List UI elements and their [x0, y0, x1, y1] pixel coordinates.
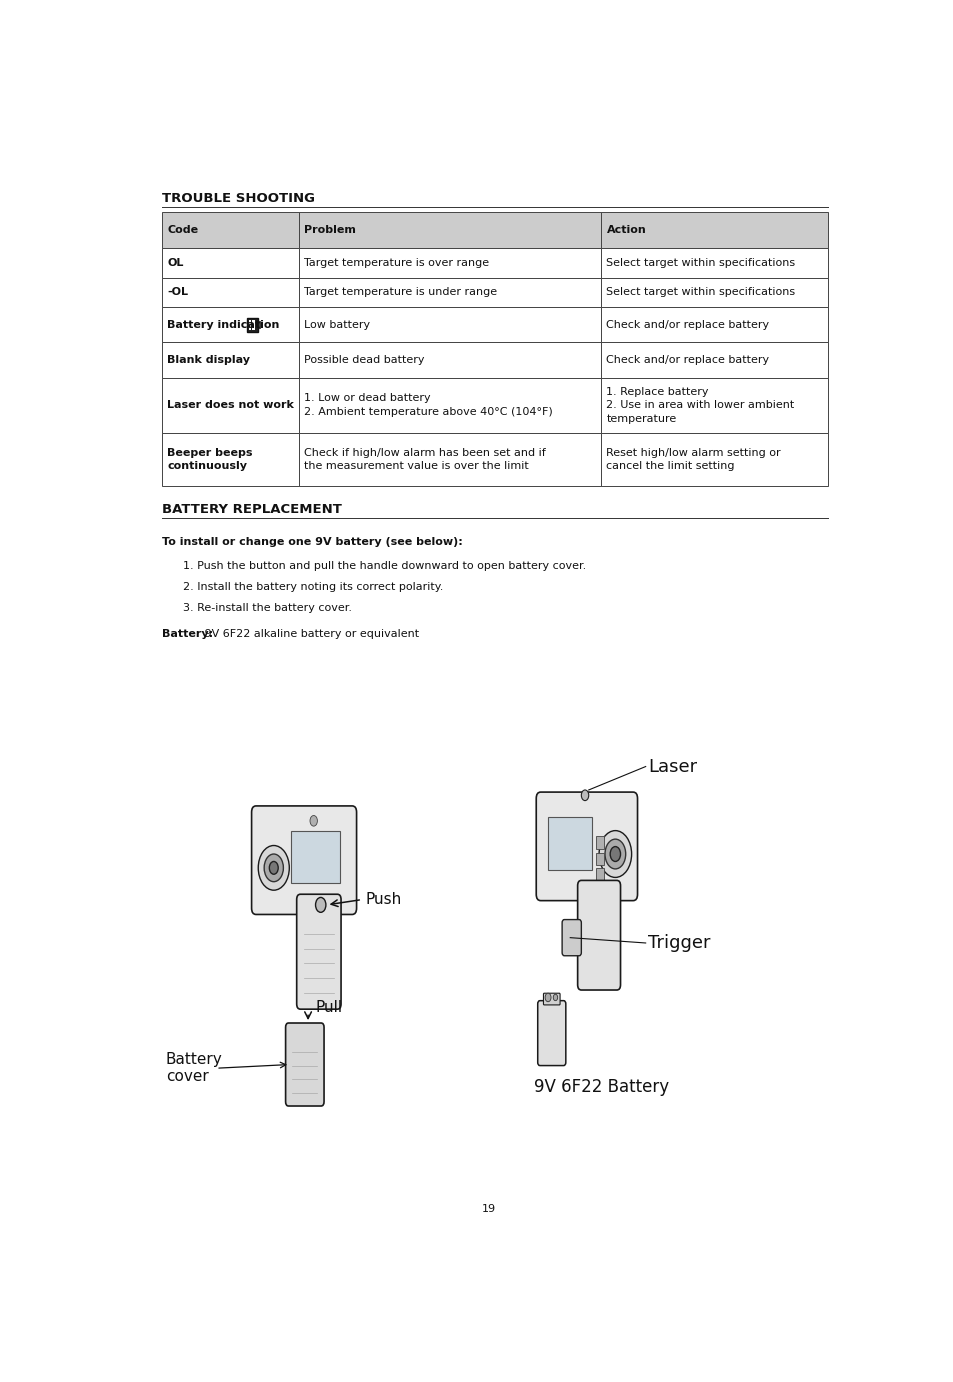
Text: Beeper beeps
continuously: Beeper beeps continuously: [167, 448, 253, 471]
Text: Trigger: Trigger: [647, 934, 710, 952]
Text: Select target within specifications: Select target within specifications: [606, 257, 795, 268]
Bar: [162, 211, 298, 247]
Bar: [298, 247, 600, 278]
Text: Blank display: Blank display: [167, 355, 250, 365]
FancyBboxPatch shape: [548, 817, 592, 869]
FancyBboxPatch shape: [285, 1023, 324, 1106]
Text: 3. Re-install the battery cover.: 3. Re-install the battery cover.: [183, 603, 352, 614]
Bar: [298, 278, 600, 307]
Text: 1. Low or dead battery
2. Ambient temperature above 40°C (104°F): 1. Low or dead battery 2. Ambient temper…: [303, 394, 552, 417]
Circle shape: [264, 854, 283, 882]
Text: Battery:: Battery:: [162, 629, 213, 638]
Text: TROUBLE SHOOTING: TROUBLE SHOOTING: [162, 192, 314, 205]
FancyBboxPatch shape: [291, 831, 340, 883]
FancyBboxPatch shape: [296, 894, 341, 1009]
Text: To install or change one 9V battery (see below):: To install or change one 9V battery (see…: [162, 538, 462, 547]
Circle shape: [544, 994, 551, 1002]
Text: 2. Install the battery noting its correct polarity.: 2. Install the battery noting its correc…: [183, 582, 443, 591]
Text: BATTERY REPLACEMENT: BATTERY REPLACEMENT: [162, 503, 341, 515]
Text: 9V 6F22 alkaline battery or equivalent: 9V 6F22 alkaline battery or equivalent: [200, 629, 418, 638]
Bar: [600, 211, 826, 247]
Circle shape: [269, 861, 278, 875]
Text: Check and/or replace battery: Check and/or replace battery: [606, 355, 769, 365]
Text: OL: OL: [167, 257, 184, 268]
Bar: [596, 868, 603, 880]
Text: Code: Code: [167, 225, 198, 235]
Circle shape: [610, 847, 619, 861]
Circle shape: [604, 839, 625, 869]
Bar: [298, 433, 600, 486]
FancyBboxPatch shape: [561, 919, 580, 956]
Bar: [162, 247, 298, 278]
Text: 1. Replace battery
2. Use in area with lower ambient
temperature: 1. Replace battery 2. Use in area with l…: [606, 387, 794, 424]
Bar: [600, 247, 826, 278]
Bar: [600, 343, 826, 377]
Circle shape: [315, 897, 326, 912]
FancyBboxPatch shape: [577, 880, 619, 990]
Circle shape: [258, 846, 289, 890]
Text: Check if high/low alarm has been set and if
the measurement value is over the li: Check if high/low alarm has been set and…: [303, 448, 545, 471]
Bar: [258, 322, 260, 329]
FancyBboxPatch shape: [252, 806, 356, 915]
Bar: [298, 307, 600, 343]
Bar: [162, 278, 298, 307]
Bar: [298, 211, 600, 247]
Text: 19: 19: [481, 1204, 496, 1213]
Text: Target temperature is under range: Target temperature is under range: [303, 287, 497, 297]
Bar: [596, 836, 603, 849]
Bar: [247, 318, 258, 332]
Text: 9V 6F22 Battery: 9V 6F22 Battery: [534, 1078, 668, 1096]
Text: Battery indication: Battery indication: [167, 319, 279, 330]
Text: Target temperature is over range: Target temperature is over range: [303, 257, 488, 268]
Circle shape: [598, 831, 631, 878]
Text: Pull: Pull: [315, 999, 342, 1014]
Text: Push: Push: [365, 891, 401, 907]
Bar: [600, 307, 826, 343]
Bar: [298, 377, 600, 433]
Circle shape: [310, 815, 317, 826]
Text: Battery
cover: Battery cover: [166, 1052, 222, 1085]
Text: Problem: Problem: [303, 225, 355, 235]
Text: Laser does not work: Laser does not work: [167, 401, 294, 410]
Text: 1. Push the button and pull the handle downward to open battery cover.: 1. Push the button and pull the handle d…: [183, 561, 585, 571]
Text: Possible dead battery: Possible dead battery: [303, 355, 424, 365]
Bar: [600, 377, 826, 433]
Bar: [596, 853, 603, 865]
Text: Check and/or replace battery: Check and/or replace battery: [606, 319, 769, 330]
Bar: [249, 321, 251, 330]
Bar: [162, 433, 298, 486]
Bar: [600, 433, 826, 486]
Bar: [162, 307, 298, 343]
Bar: [252, 321, 254, 330]
Text: Reset high/low alarm setting or
cancel the limit setting: Reset high/low alarm setting or cancel t…: [606, 448, 781, 471]
Bar: [298, 343, 600, 377]
FancyBboxPatch shape: [536, 792, 637, 901]
FancyBboxPatch shape: [537, 1001, 565, 1066]
Text: Select target within specifications: Select target within specifications: [606, 287, 795, 297]
Bar: [162, 343, 298, 377]
Text: Laser: Laser: [647, 757, 697, 775]
Circle shape: [580, 791, 588, 800]
Bar: [600, 278, 826, 307]
Text: Low battery: Low battery: [303, 319, 370, 330]
Circle shape: [553, 994, 558, 1001]
Text: Action: Action: [606, 225, 645, 235]
FancyBboxPatch shape: [543, 994, 559, 1005]
Text: -OL: -OL: [167, 287, 188, 297]
Bar: [162, 377, 298, 433]
